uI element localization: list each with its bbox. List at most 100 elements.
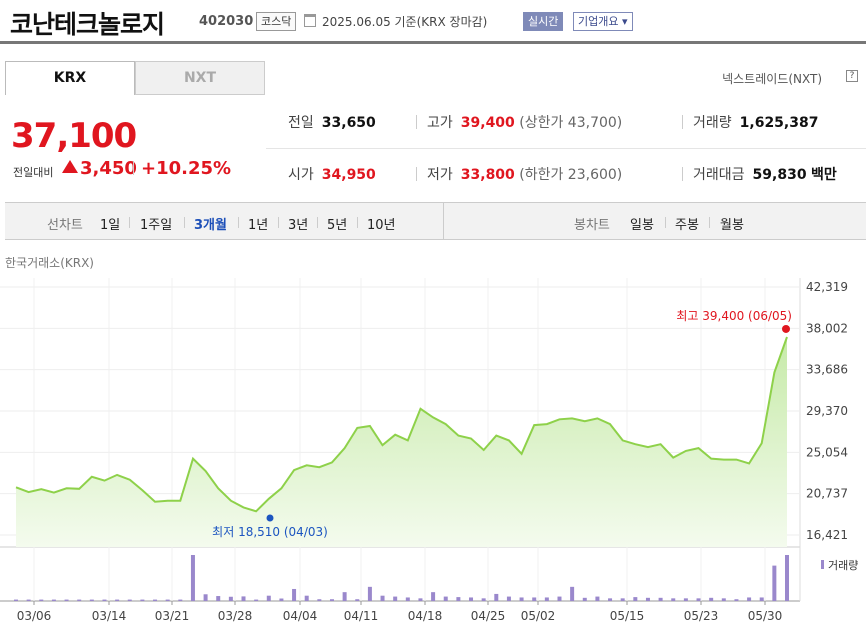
exchange-tabs: KRX NXT xyxy=(5,61,265,95)
y-tick-label: 29,370 xyxy=(806,404,848,418)
y-tick-label: 33,686 xyxy=(806,363,848,377)
volume-bar xyxy=(494,593,499,601)
volume-bar xyxy=(329,599,334,601)
company-info-dropdown[interactable]: 기업개요 ▾ xyxy=(573,12,633,31)
volume-bar xyxy=(77,599,82,601)
divider xyxy=(184,217,185,228)
volume-bar xyxy=(165,599,170,601)
volume-bar xyxy=(266,595,271,601)
period-5y[interactable]: 5년 xyxy=(327,218,348,233)
stock-name: 코난테크놀로지 xyxy=(10,10,165,39)
divider xyxy=(682,115,683,129)
volume-bar xyxy=(39,599,44,601)
market-badge: 코스닥 xyxy=(256,12,297,31)
divider xyxy=(317,217,318,228)
divider xyxy=(443,203,444,240)
volume-bar xyxy=(608,598,613,601)
x-tick-label: 03/21 xyxy=(155,609,190,623)
stat-label: 거래량 xyxy=(693,115,732,131)
stat-value: 33,800 xyxy=(460,167,515,183)
volume-bar xyxy=(292,588,297,601)
volume-bar xyxy=(279,598,284,601)
period-3y[interactable]: 3년 xyxy=(288,218,309,233)
volume-bar xyxy=(696,598,701,601)
volume-bar xyxy=(532,597,537,601)
volume-bar xyxy=(456,597,461,601)
upper-limit: (상한가 43,700) xyxy=(519,115,623,131)
period-3m[interactable]: 3개월 xyxy=(194,218,227,233)
volume-bar xyxy=(228,596,233,601)
x-tick-label: 03/28 xyxy=(218,609,253,623)
stat-high: 고가 39,400 (상한가 43,700) xyxy=(427,112,622,132)
volume-bar xyxy=(203,594,208,601)
stat-label: 거래대금 xyxy=(693,167,745,183)
volume-bar xyxy=(709,597,714,601)
calendar-icon xyxy=(304,14,316,27)
stat-prev: 전일 33,650 xyxy=(288,112,376,132)
volume-bar xyxy=(405,597,410,601)
volume-bar xyxy=(254,599,259,601)
x-tick-label: 04/25 xyxy=(471,609,506,623)
period-10y[interactable]: 10년 xyxy=(367,218,396,233)
volume-bar xyxy=(582,597,587,601)
y-tick-label: 42,319 xyxy=(806,280,848,294)
stat-label: 전일 xyxy=(288,115,314,131)
volume-bar xyxy=(216,596,221,601)
y-tick-label: 20,737 xyxy=(806,487,848,501)
volume-bar xyxy=(51,599,56,601)
period-bar: 선차트 1일 1주일 3개월 1년 3년 5년 10년 봉차트 일봉 주봉 월봉 xyxy=(5,202,866,240)
candle-monthly[interactable]: 월봉 xyxy=(720,218,744,233)
price-chart[interactable]: 42,319 38,002 33,686 29,370 25,054 20,737 16,4… xyxy=(0,270,866,631)
price-area xyxy=(16,337,787,547)
period-1d[interactable]: 1일 xyxy=(100,218,121,233)
volume-bar xyxy=(747,597,752,601)
divider xyxy=(682,167,683,181)
stat-value: 59,830 xyxy=(752,167,807,183)
volume-bar xyxy=(443,596,448,601)
volume-bar xyxy=(431,592,436,601)
period-1w[interactable]: 1주일 xyxy=(140,218,173,233)
stock-header: 코난테크놀로지 402030 코스닥 2025.06.05 기준(KRX 장마감… xyxy=(0,0,866,44)
divider xyxy=(278,217,279,228)
divider xyxy=(357,217,358,228)
volume-bar xyxy=(544,597,549,601)
volume-bar xyxy=(115,599,120,601)
period-1y[interactable]: 1년 xyxy=(248,218,269,233)
high-marker xyxy=(782,324,790,333)
volume-bar xyxy=(418,598,423,601)
tab-krx[interactable]: KRX xyxy=(5,61,135,95)
candle-chart-label: 봉차트 xyxy=(574,218,610,233)
change-percent: +10.25% xyxy=(141,158,232,179)
up-arrow-icon xyxy=(62,160,78,173)
exchange-label: 한국거래소(KRX) xyxy=(5,256,94,270)
realtime-button[interactable]: 실시간 xyxy=(523,12,564,31)
volume-bar xyxy=(759,597,764,601)
divider xyxy=(133,161,134,175)
volume-bar xyxy=(469,597,474,601)
help-icon[interactable]: ? xyxy=(846,70,858,82)
volume-bar xyxy=(721,598,726,601)
volume-bar xyxy=(519,597,524,601)
volume-bar xyxy=(658,597,663,601)
stat-value: 33,650 xyxy=(321,115,376,131)
divider xyxy=(129,217,130,228)
x-tick-label: 04/11 xyxy=(344,609,379,623)
x-tick-label: 03/06 xyxy=(17,609,52,623)
volume-bar xyxy=(785,555,789,601)
lower-limit: (하한가 23,600) xyxy=(519,167,623,183)
divider xyxy=(266,148,866,149)
volume-bar xyxy=(102,599,107,601)
candle-daily[interactable]: 일봉 xyxy=(630,218,654,233)
volume-bar xyxy=(14,599,18,601)
volume-bar xyxy=(393,596,398,601)
volume-bar xyxy=(140,599,145,601)
candle-weekly[interactable]: 주봉 xyxy=(675,218,699,233)
x-tick-label: 04/18 xyxy=(408,609,443,623)
volume-bar xyxy=(671,598,676,601)
stat-low: 저가 33,800 (하한가 23,600) xyxy=(427,164,622,184)
volume-bar xyxy=(570,586,575,601)
volume-bar xyxy=(620,598,625,601)
low-marker xyxy=(266,514,274,522)
volume-bar xyxy=(153,599,158,601)
tab-nxt[interactable]: NXT xyxy=(135,61,265,95)
